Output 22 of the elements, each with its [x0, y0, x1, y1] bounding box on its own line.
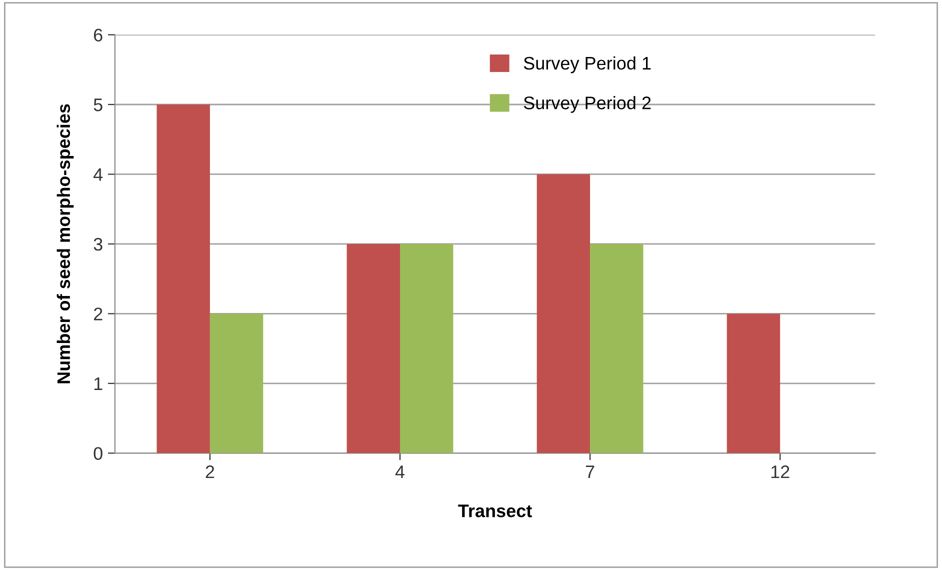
y-tick-label: 2	[94, 308, 102, 320]
y-tick-label: 6	[94, 28, 102, 42]
bar	[400, 244, 454, 454]
x-tick-label: 4	[395, 466, 404, 478]
bar	[156, 104, 210, 454]
x-tick-label: 2	[206, 465, 214, 478]
y-tick-label: 4	[93, 168, 103, 181]
bar	[536, 174, 590, 454]
y-tick-label: 1	[94, 378, 102, 390]
legend-label: Survey Period 1	[524, 56, 651, 74]
bar	[590, 244, 644, 454]
y-tick-label: 3	[94, 238, 102, 251]
bar	[210, 314, 264, 454]
legend-label: Survey Period 2	[524, 96, 651, 113]
y-tick-label: 0	[94, 447, 102, 460]
bar	[726, 314, 780, 454]
x-tick-label: 12	[771, 465, 790, 478]
y-axis-title: Number of seed morpho-species	[56, 104, 74, 384]
y-tick-label: 5	[94, 98, 102, 112]
bar	[346, 244, 400, 454]
x-axis-title: Transect	[458, 504, 532, 518]
x-tick-label: 7	[586, 466, 594, 478]
